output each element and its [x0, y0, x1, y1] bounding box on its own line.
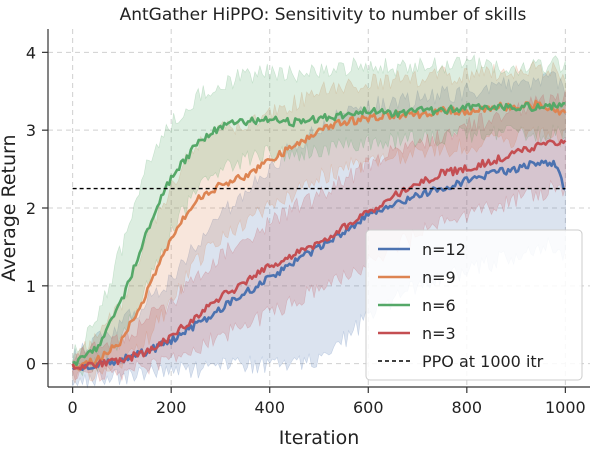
series-band	[72, 90, 566, 382]
x-tick-label: 800	[452, 398, 483, 417]
y-tick-label: 4	[26, 43, 36, 62]
chart-title: AntGather HiPPO: Sensitivity to number o…	[120, 5, 527, 25]
legend-label: PPO at 1000 itr	[422, 352, 544, 371]
y-tick-label: 0	[26, 355, 36, 374]
legend: n=12 n=9 n=6 n=3 PPO at 1000 itr	[365, 229, 583, 381]
series-line	[71, 139, 567, 371]
legend-label: n=9	[422, 268, 456, 287]
x-tick-label: 1000	[545, 398, 586, 417]
x-tick-label: 600	[353, 398, 384, 417]
y-tick-label: 2	[26, 199, 36, 218]
x-tick-label: 200	[156, 398, 187, 417]
legend-label: n=12	[422, 240, 466, 259]
y-tick-label: 1	[26, 277, 36, 296]
series-line	[72, 101, 566, 367]
y-ticks: 0 1 2 3 4	[26, 43, 48, 374]
x-tick-label: 0	[68, 398, 78, 417]
x-ticks: 0 200 400 600 800 1000	[68, 387, 586, 417]
series-lines	[71, 99, 567, 372]
y-tick-label: 3	[26, 121, 36, 140]
series-band	[72, 54, 566, 377]
x-tick-label: 400	[254, 398, 285, 417]
y-axis-label: Average Return	[0, 134, 20, 281]
legend-label: n=6	[422, 296, 456, 315]
legend-label: n=3	[422, 324, 456, 343]
x-axis-label: Iteration	[279, 427, 360, 449]
legend-box	[365, 229, 583, 381]
